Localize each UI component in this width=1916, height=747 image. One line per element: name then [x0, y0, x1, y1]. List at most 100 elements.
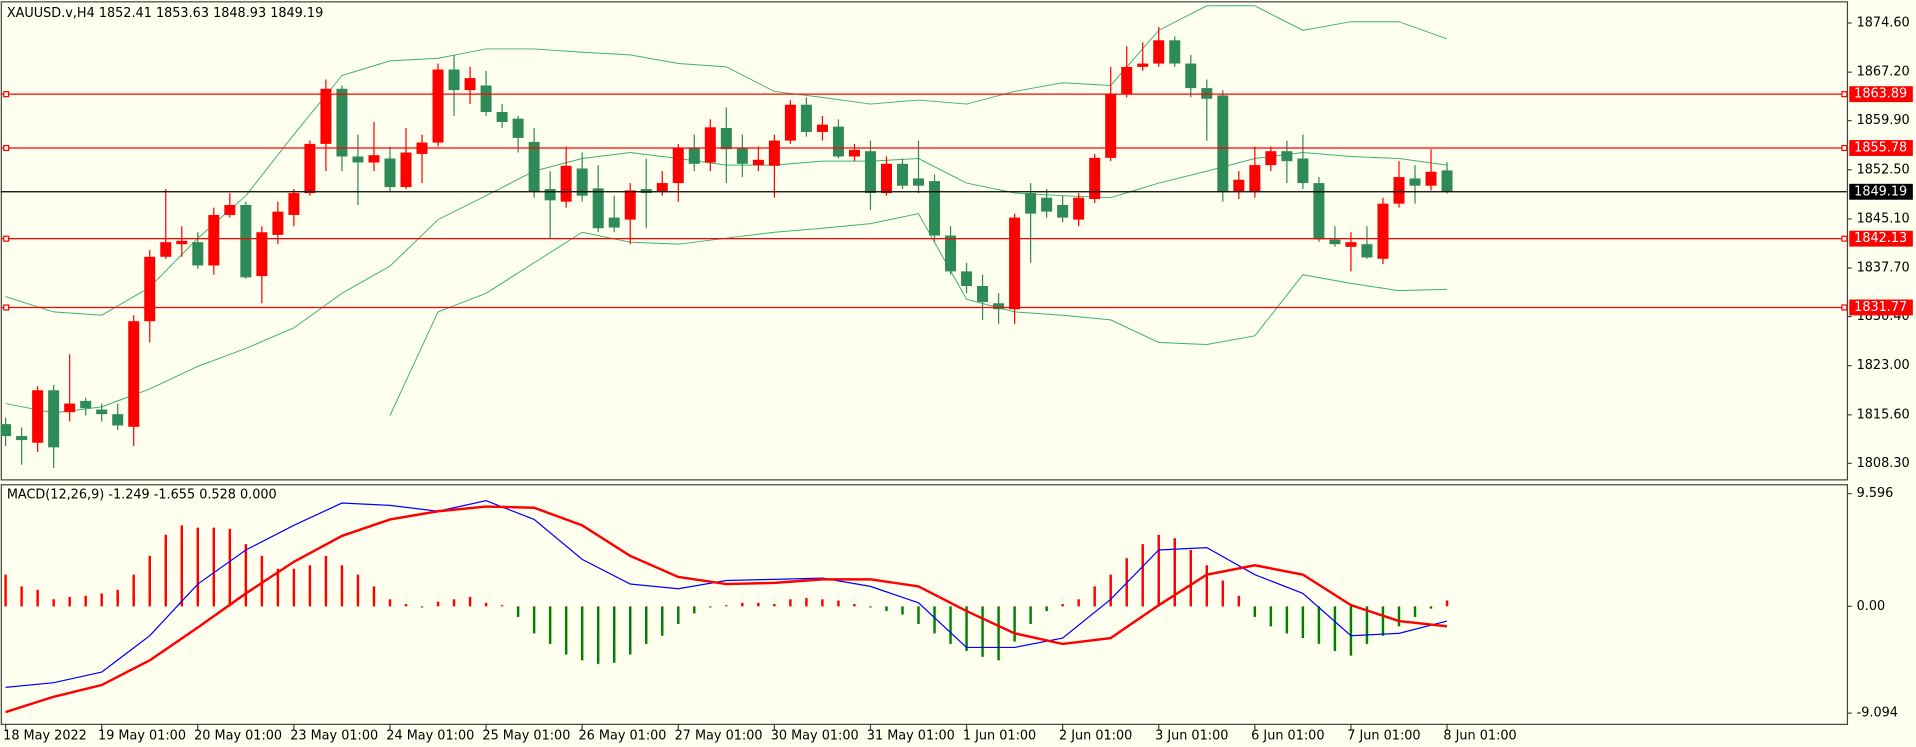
candle-body: [336, 88, 348, 157]
candle-body: [496, 112, 508, 122]
y-tick-label: 1859.90: [1857, 113, 1910, 128]
macd-plot: [4, 500, 1449, 714]
candle-body: [656, 183, 668, 192]
candle-body: [704, 127, 716, 163]
candle-body: [784, 104, 796, 141]
bollinger-upper: [5, 5, 1448, 316]
x-tick-label: 8 Jun 01:00: [1443, 728, 1516, 743]
macd-pane: [0, 484, 1849, 725]
macd-line: [5, 505, 1448, 714]
level-anchor: [3, 144, 10, 152]
candle-body: [1121, 66, 1133, 95]
level-badge: [1849, 230, 1913, 247]
level-anchor: [1841, 91, 1848, 98]
candle-body: [1393, 177, 1405, 204]
x-tick-label: 7 Jun 01:00: [1347, 728, 1420, 743]
y-tick-label: 1874.60: [1857, 16, 1910, 31]
x-tick-label: 3 Jun 01:00: [1155, 728, 1228, 743]
level-label: 1831.77: [1854, 300, 1907, 315]
candle-body: [112, 414, 124, 426]
level-label: 1842.13: [1854, 231, 1907, 246]
level-label: 1863.89: [1854, 87, 1907, 102]
candle-body: [1345, 242, 1357, 247]
candle-body: [1441, 170, 1453, 192]
candle-body: [512, 118, 524, 138]
y-tick-label: 1837.70: [1857, 261, 1910, 276]
candle-body: [352, 156, 364, 163]
candle-body: [1185, 63, 1197, 89]
candle-body: [1201, 88, 1213, 99]
y-tick-label: 1845.10: [1857, 211, 1910, 226]
level-label: 1855.78: [1854, 141, 1907, 156]
candle-body: [1089, 157, 1101, 200]
candle-body: [544, 189, 556, 201]
macd-title: MACD(12,26,9) -1.249 -1.655 0.528 0.000: [7, 488, 277, 503]
candle-body: [368, 155, 380, 163]
candle-body: [288, 193, 300, 215]
x-tick-label: 2 Jun 01:00: [1059, 728, 1132, 743]
x-tick-label: 18 May 2022: [3, 728, 87, 743]
y-tick-label: 1808.30: [1857, 456, 1910, 471]
candle-body: [400, 152, 412, 188]
y-tick-label: 0.00: [1857, 599, 1886, 614]
y-tick-label: -9.094: [1857, 706, 1898, 721]
candle-body: [1329, 239, 1341, 245]
candle-body: [80, 400, 92, 409]
level-badge: [1849, 299, 1913, 316]
candle-body: [320, 88, 332, 144]
x-tick-label: 19 May 01:00: [98, 728, 186, 743]
candle-body: [816, 124, 828, 132]
candle-body: [1009, 217, 1021, 310]
candle-body: [576, 168, 588, 196]
candle-body: [800, 104, 812, 132]
candle-body: [1265, 151, 1277, 166]
level-anchor: [1841, 144, 1848, 152]
candle-body: [1057, 204, 1069, 218]
level-anchor: [1841, 235, 1848, 242]
candle-body: [880, 163, 892, 194]
candle-body: [1041, 197, 1053, 212]
x-tick-label: 27 May 01:00: [675, 728, 763, 743]
candle-body: [304, 143, 316, 194]
candle-body: [48, 390, 60, 448]
candle-body: [384, 158, 396, 188]
y-tick-label: 1867.20: [1857, 65, 1910, 80]
candle-body: [1249, 165, 1261, 192]
candle-body: [0, 424, 12, 437]
candle-body: [1025, 193, 1037, 214]
candle-body: [848, 149, 860, 157]
candle-body: [1217, 95, 1229, 192]
candle-body: [913, 178, 925, 186]
candle-body: [224, 204, 236, 215]
macd-line: [5, 500, 1448, 688]
x-tick-label: 30 May 01:00: [771, 728, 859, 743]
y-tick-label: 9.596: [1857, 486, 1894, 501]
candle-body: [160, 242, 172, 257]
candle-body: [32, 390, 44, 443]
y-tick-label: 1815.60: [1857, 407, 1910, 422]
candle-body: [720, 127, 732, 150]
candle-body: [832, 126, 844, 157]
candle-body: [176, 240, 188, 245]
candle-body: [16, 436, 28, 441]
candle-body: [608, 217, 620, 228]
x-tick-label: 20 May 01:00: [194, 728, 282, 743]
candle-body: [464, 78, 476, 91]
candle-body: [1313, 183, 1325, 240]
candle-body: [1425, 171, 1437, 186]
level-anchor: [3, 304, 10, 311]
candle-body: [1153, 40, 1165, 64]
candle-body: [768, 140, 780, 166]
x-tick-label: 24 May 01:00: [386, 728, 474, 743]
candle-body: [128, 321, 140, 427]
level-anchor: [1841, 304, 1848, 311]
bollinger-lower: [389, 213, 1448, 416]
candle-body: [977, 286, 989, 302]
candle-body: [1137, 63, 1149, 67]
candle-body: [688, 147, 700, 164]
price-label: 1849.19: [1854, 184, 1907, 199]
candle-body: [1361, 244, 1373, 258]
